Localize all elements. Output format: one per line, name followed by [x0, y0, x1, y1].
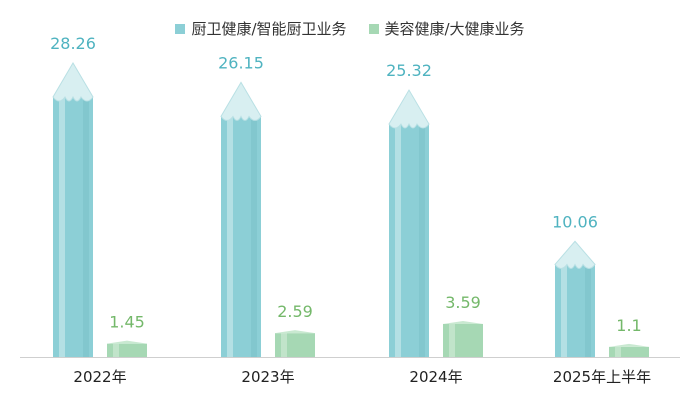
legend-swatch-series-1 — [175, 23, 186, 34]
bar-highlight-series-2-3 — [615, 346, 621, 357]
data-label-series-2-3: 1.1 — [616, 316, 641, 335]
bar-tip-series-2-0 — [107, 340, 147, 344]
bar-series-1-1 — [221, 116, 261, 357]
bar-series-2-3 — [609, 346, 649, 357]
bar-highlight-series-1-0 — [59, 97, 65, 357]
legend-label-series-2: 美容健康/大健康业务 — [384, 20, 525, 38]
x-tick-label-2: 2024年 — [409, 368, 462, 386]
x-tick-label-3: 2025年上半年 — [553, 368, 651, 386]
data-label-series-1-1: 26.15 — [218, 53, 264, 72]
bar-series-1-0 — [53, 97, 93, 357]
bar-shade-series-1-3 — [585, 264, 591, 357]
x-tick-label-1: 2023年 — [241, 368, 294, 386]
legend-item-series-1: 厨卫健康/智能厨卫业务 — [175, 18, 347, 39]
legend-label-series-1: 厨卫健康/智能厨卫业务 — [191, 20, 347, 38]
bar-highlight-series-1-3 — [561, 264, 567, 357]
bar-series-1-2 — [389, 124, 429, 358]
bar-series-2-0 — [107, 343, 147, 357]
bar-tip-series-1-0 — [52, 62, 94, 102]
data-label-series-1-3: 10.06 — [552, 212, 598, 231]
data-label-series-2-0: 1.45 — [109, 313, 145, 332]
data-label-series-1-2: 25.32 — [386, 61, 432, 80]
bar-tip-series-1-1 — [220, 81, 262, 121]
legend-item-series-2: 美容健康/大健康业务 — [368, 18, 525, 39]
bar-tip-series-2-2 — [443, 320, 483, 324]
legend-swatch-series-2 — [368, 23, 379, 34]
x-tick-label-0: 2022年 — [73, 368, 126, 386]
bar-shade-series-1-2 — [419, 124, 425, 358]
bar-series-2-1 — [275, 333, 315, 357]
bar-tip-series-2-3 — [609, 343, 649, 347]
bar-tip-series-1-3 — [554, 240, 596, 269]
data-label-series-2-2: 3.59 — [445, 293, 481, 312]
data-label-series-1-0: 28.26 — [50, 34, 96, 53]
bar-tip-series-2-1 — [275, 330, 315, 334]
bar-highlight-series-2-2 — [449, 323, 455, 357]
bar-highlight-series-1-1 — [227, 116, 233, 357]
bar-highlight-series-2-1 — [281, 333, 287, 357]
bar-tip-series-1-2 — [388, 89, 430, 129]
bar-series-2-2 — [443, 323, 483, 357]
bar-highlight-series-1-2 — [395, 124, 401, 358]
chart-legend: 厨卫健康/智能厨卫业务 美容健康/大健康业务 — [0, 18, 700, 39]
bar-shade-series-1-1 — [251, 116, 257, 357]
bar-series-1-3 — [555, 264, 595, 357]
data-label-series-2-1: 2.59 — [277, 302, 313, 321]
bar-highlight-series-2-0 — [113, 343, 119, 357]
bar-shade-series-1-0 — [83, 97, 89, 357]
